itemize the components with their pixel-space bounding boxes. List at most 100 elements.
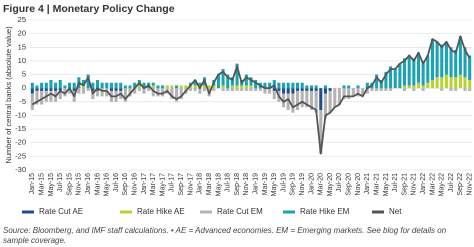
x-tick-label: Sep-18 [234,173,241,196]
y-tick-label: -15 [15,124,26,133]
bar [282,82,286,89]
bar [212,85,216,89]
bar [426,82,430,89]
bar [202,88,207,91]
bar [198,82,202,86]
x-tick-label: Jul-20 [336,173,343,192]
bar [389,88,393,91]
y-tick-label: -5 [19,97,26,106]
bar [277,88,281,91]
bar [221,88,225,91]
x-tick-label: May-19 [271,173,278,196]
x-tick-label: Mar-17 [150,173,157,195]
x-tick-label: Nov-22 [467,173,474,196]
x-tick-label: Jan-16 [85,173,92,195]
bar [179,88,183,100]
bar [286,88,290,94]
bar [109,88,113,91]
bar [212,88,216,91]
bar [295,88,300,91]
bar [393,69,397,89]
bar [165,85,169,89]
bar [291,93,295,113]
legend-label: Rate Hike AE [137,207,185,216]
bar [426,55,430,83]
bar [151,85,155,89]
bar [179,85,183,89]
x-tick-label: Mar-15 [38,173,45,195]
legend-label: Net [389,207,402,216]
bar [258,88,262,91]
bar [379,88,383,91]
bar [123,85,127,89]
bar [235,63,239,86]
bar [268,82,272,89]
bar [305,90,309,108]
bar [361,88,365,97]
bar [244,88,248,91]
bar [407,85,411,89]
x-tick-label: Mar-19 [262,173,269,195]
bar [454,50,458,78]
bar [403,58,407,86]
bar [249,88,253,91]
bar [309,90,314,110]
bar [91,82,95,89]
bar [384,88,388,91]
bar [454,77,458,89]
bar [263,82,267,89]
x-tick-label: May-21 [383,173,390,196]
bar [184,85,188,89]
x-tick-label: Mar-16 [94,173,101,195]
bar [309,88,314,91]
y-tick-label: -30 [15,165,26,174]
bar [81,80,86,86]
x-tick-label: Sep-22 [457,173,464,196]
bar [389,66,393,89]
x-tick-label: Sep-16 [122,173,129,196]
bar [30,88,34,94]
x-tick-label: May-16 [104,173,111,196]
bar [44,88,48,91]
x-tick-label: May-17 [159,173,166,196]
bar [454,88,458,91]
bar [49,80,53,89]
bar [202,85,207,89]
bar [68,82,72,89]
x-tick-label: Sep-17 [178,173,185,196]
x-tick-label: Jan-22 [420,173,427,195]
bar [207,85,211,89]
bar [81,85,86,89]
bar [54,88,58,91]
bar [291,82,295,89]
bar [412,88,416,91]
bar [435,77,439,89]
bar [81,88,86,94]
bar [193,85,197,89]
x-tick-label: Nov-15 [76,173,83,196]
bar [230,77,234,86]
bar [95,90,99,97]
bar [161,85,165,89]
bar [435,41,439,78]
x-tick-label: Jan-17 [141,173,148,195]
bar [319,88,323,110]
bar [365,82,369,89]
bar [305,85,309,89]
bar [249,85,253,89]
bar [421,85,425,89]
bar [221,85,225,89]
bar [114,88,118,91]
bar [407,55,411,86]
bar [458,36,462,75]
bar [323,88,327,94]
bar [49,88,53,91]
bar [440,77,444,89]
bar [379,80,383,89]
bar [342,88,346,100]
x-tick-label: Nov-17 [187,173,194,196]
bar [356,85,360,89]
y-tick-label: -10 [15,110,26,119]
bar [305,88,309,91]
